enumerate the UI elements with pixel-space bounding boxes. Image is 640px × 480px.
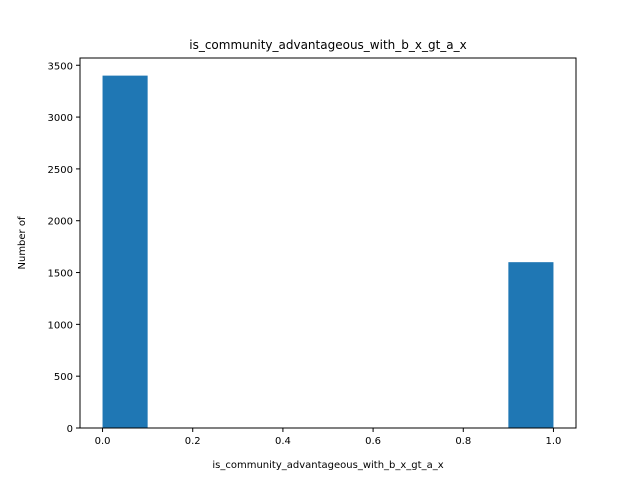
x-tick-label: 1.0 — [546, 436, 562, 447]
y-tick-label: 3500 — [48, 61, 73, 72]
y-tick-label: 2500 — [48, 165, 73, 176]
y-tick-label: 2000 — [48, 217, 73, 228]
x-tick-label: 0.8 — [455, 436, 471, 447]
y-tick-label: 1000 — [48, 320, 73, 331]
plot-frame — [79, 57, 577, 429]
y-axis-label: Number of — [17, 216, 28, 269]
y-tick-label: 3000 — [48, 113, 73, 124]
y-tick-label: 0 — [67, 424, 73, 435]
y-tick-label: 500 — [54, 372, 73, 383]
x-tick-label: 0.0 — [95, 436, 111, 447]
histogram-bar-9 — [508, 262, 554, 428]
y-tick-label: 1500 — [48, 269, 73, 280]
y-axis: 0 500 1000 1500 2000 2500 3000 3500 — [48, 61, 80, 435]
x-axis: 0.0 0.2 0.4 0.6 0.8 1.0 — [95, 428, 562, 447]
bars-group — [102, 75, 554, 428]
x-axis-label: is_community_advantageous_with_b_x_gt_a_… — [212, 460, 443, 471]
x-tick-label: 0.4 — [275, 436, 291, 447]
histogram-bar-0 — [102, 75, 148, 428]
x-tick-label: 0.6 — [365, 436, 381, 447]
chart-title: is_community_advantageous_with_b_x_gt_a_… — [189, 38, 467, 52]
x-tick-label: 0.2 — [185, 436, 201, 447]
